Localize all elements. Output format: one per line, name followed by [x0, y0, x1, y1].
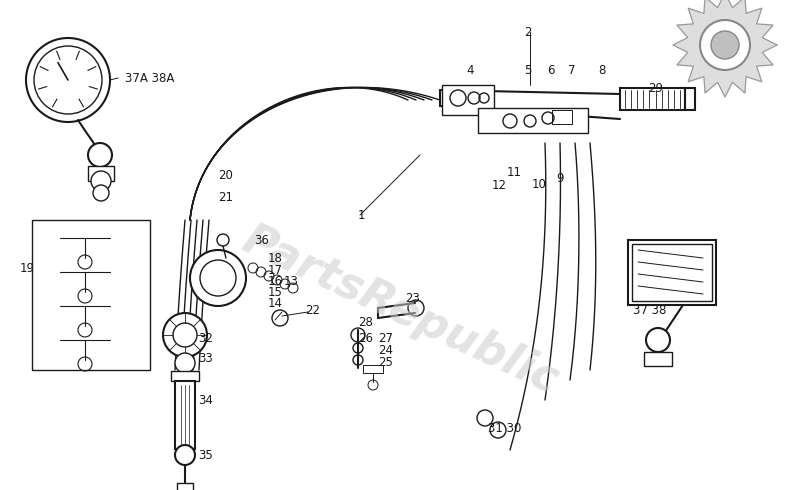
- Text: 13: 13: [284, 274, 299, 288]
- Circle shape: [34, 46, 102, 114]
- Bar: [552, 110, 572, 124]
- Text: PartsRepublic: PartsRepublic: [235, 218, 565, 402]
- Text: 19: 19: [20, 262, 35, 274]
- Text: 24: 24: [378, 343, 393, 357]
- Text: 1: 1: [358, 209, 366, 221]
- Text: 28: 28: [358, 316, 373, 328]
- Text: 14: 14: [268, 296, 283, 310]
- Circle shape: [646, 328, 670, 352]
- Circle shape: [26, 38, 110, 122]
- Bar: [177, 483, 193, 490]
- Circle shape: [91, 171, 111, 191]
- Bar: [628, 240, 716, 305]
- Text: 10: 10: [532, 177, 547, 191]
- Bar: [171, 371, 199, 381]
- Bar: [442, 85, 494, 115]
- Text: 32: 32: [198, 332, 213, 344]
- Text: 2: 2: [524, 25, 531, 39]
- Bar: [175, 381, 195, 449]
- Circle shape: [700, 20, 750, 70]
- Text: 17: 17: [268, 264, 283, 276]
- Circle shape: [200, 260, 236, 296]
- Text: 18: 18: [268, 251, 283, 265]
- Text: 31 30: 31 30: [488, 421, 522, 435]
- Text: 23: 23: [405, 292, 420, 304]
- Bar: [632, 244, 712, 301]
- Text: 9: 9: [556, 172, 563, 185]
- Bar: [478, 108, 588, 133]
- Text: 26: 26: [358, 332, 373, 344]
- Bar: [620, 88, 685, 110]
- Circle shape: [190, 250, 246, 306]
- Circle shape: [88, 143, 112, 167]
- Bar: [88, 166, 114, 181]
- Circle shape: [93, 185, 109, 201]
- Text: 35: 35: [198, 448, 213, 462]
- Text: 16: 16: [268, 274, 283, 288]
- Text: 29: 29: [648, 81, 663, 95]
- Text: 22: 22: [305, 303, 320, 317]
- Text: 33: 33: [198, 351, 213, 365]
- Circle shape: [175, 353, 195, 373]
- Bar: [363, 365, 383, 373]
- Text: 8: 8: [598, 64, 606, 76]
- Text: 34: 34: [198, 393, 213, 407]
- Text: 12: 12: [492, 178, 507, 192]
- Text: 36: 36: [254, 234, 269, 246]
- Text: 11: 11: [507, 166, 522, 178]
- Text: 37A 38A: 37A 38A: [125, 72, 174, 84]
- Circle shape: [163, 313, 207, 357]
- Bar: [32, 220, 150, 370]
- Text: 7: 7: [568, 64, 575, 76]
- Text: 25: 25: [378, 356, 393, 368]
- Text: 6: 6: [547, 64, 554, 76]
- Bar: [644, 352, 672, 366]
- Text: 21: 21: [218, 191, 233, 203]
- Text: 5: 5: [524, 64, 531, 76]
- Circle shape: [173, 323, 197, 347]
- Text: 27: 27: [378, 332, 393, 344]
- Polygon shape: [673, 0, 777, 97]
- Bar: [685, 88, 695, 110]
- Circle shape: [175, 445, 195, 465]
- Text: 15: 15: [268, 286, 283, 298]
- Text: 37 38: 37 38: [633, 303, 666, 317]
- Text: 4: 4: [466, 64, 474, 76]
- Text: 20: 20: [218, 169, 233, 181]
- Circle shape: [711, 31, 739, 59]
